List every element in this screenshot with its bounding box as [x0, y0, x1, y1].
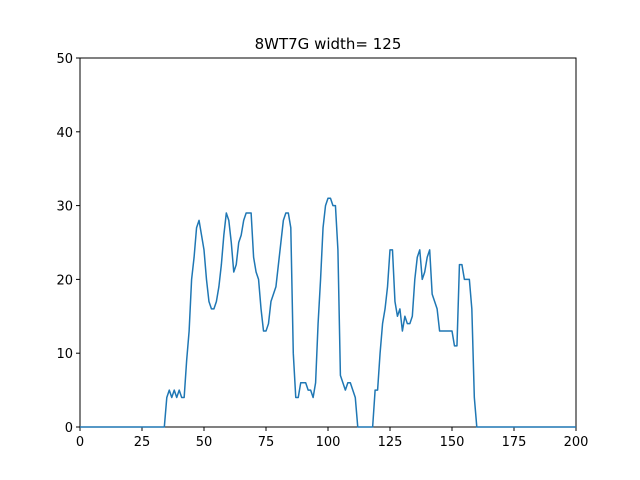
x-tick-label: 0 [76, 435, 84, 450]
x-tick-label: 25 [134, 435, 151, 450]
data-line [80, 197, 576, 428]
y-tick-label: 30 [56, 200, 73, 215]
plot-frame [79, 57, 577, 428]
x-tick-label: 200 [564, 435, 589, 450]
x-tick-label: 175 [502, 435, 527, 450]
y-tick-label: 40 [56, 126, 73, 141]
y-tick-label: 0 [65, 421, 73, 436]
x-tick-label: 150 [440, 435, 465, 450]
x-tick-label: 50 [196, 435, 213, 450]
x-tick-label: 75 [258, 435, 275, 450]
y-tick-label: 50 [56, 52, 73, 67]
x-tick-label: 125 [378, 435, 403, 450]
x-tick-label: 100 [316, 435, 341, 450]
y-tick-label: 10 [56, 347, 73, 362]
y-tick-label: 20 [56, 273, 73, 288]
chart-title: 8WT7G width= 125 [255, 35, 402, 53]
